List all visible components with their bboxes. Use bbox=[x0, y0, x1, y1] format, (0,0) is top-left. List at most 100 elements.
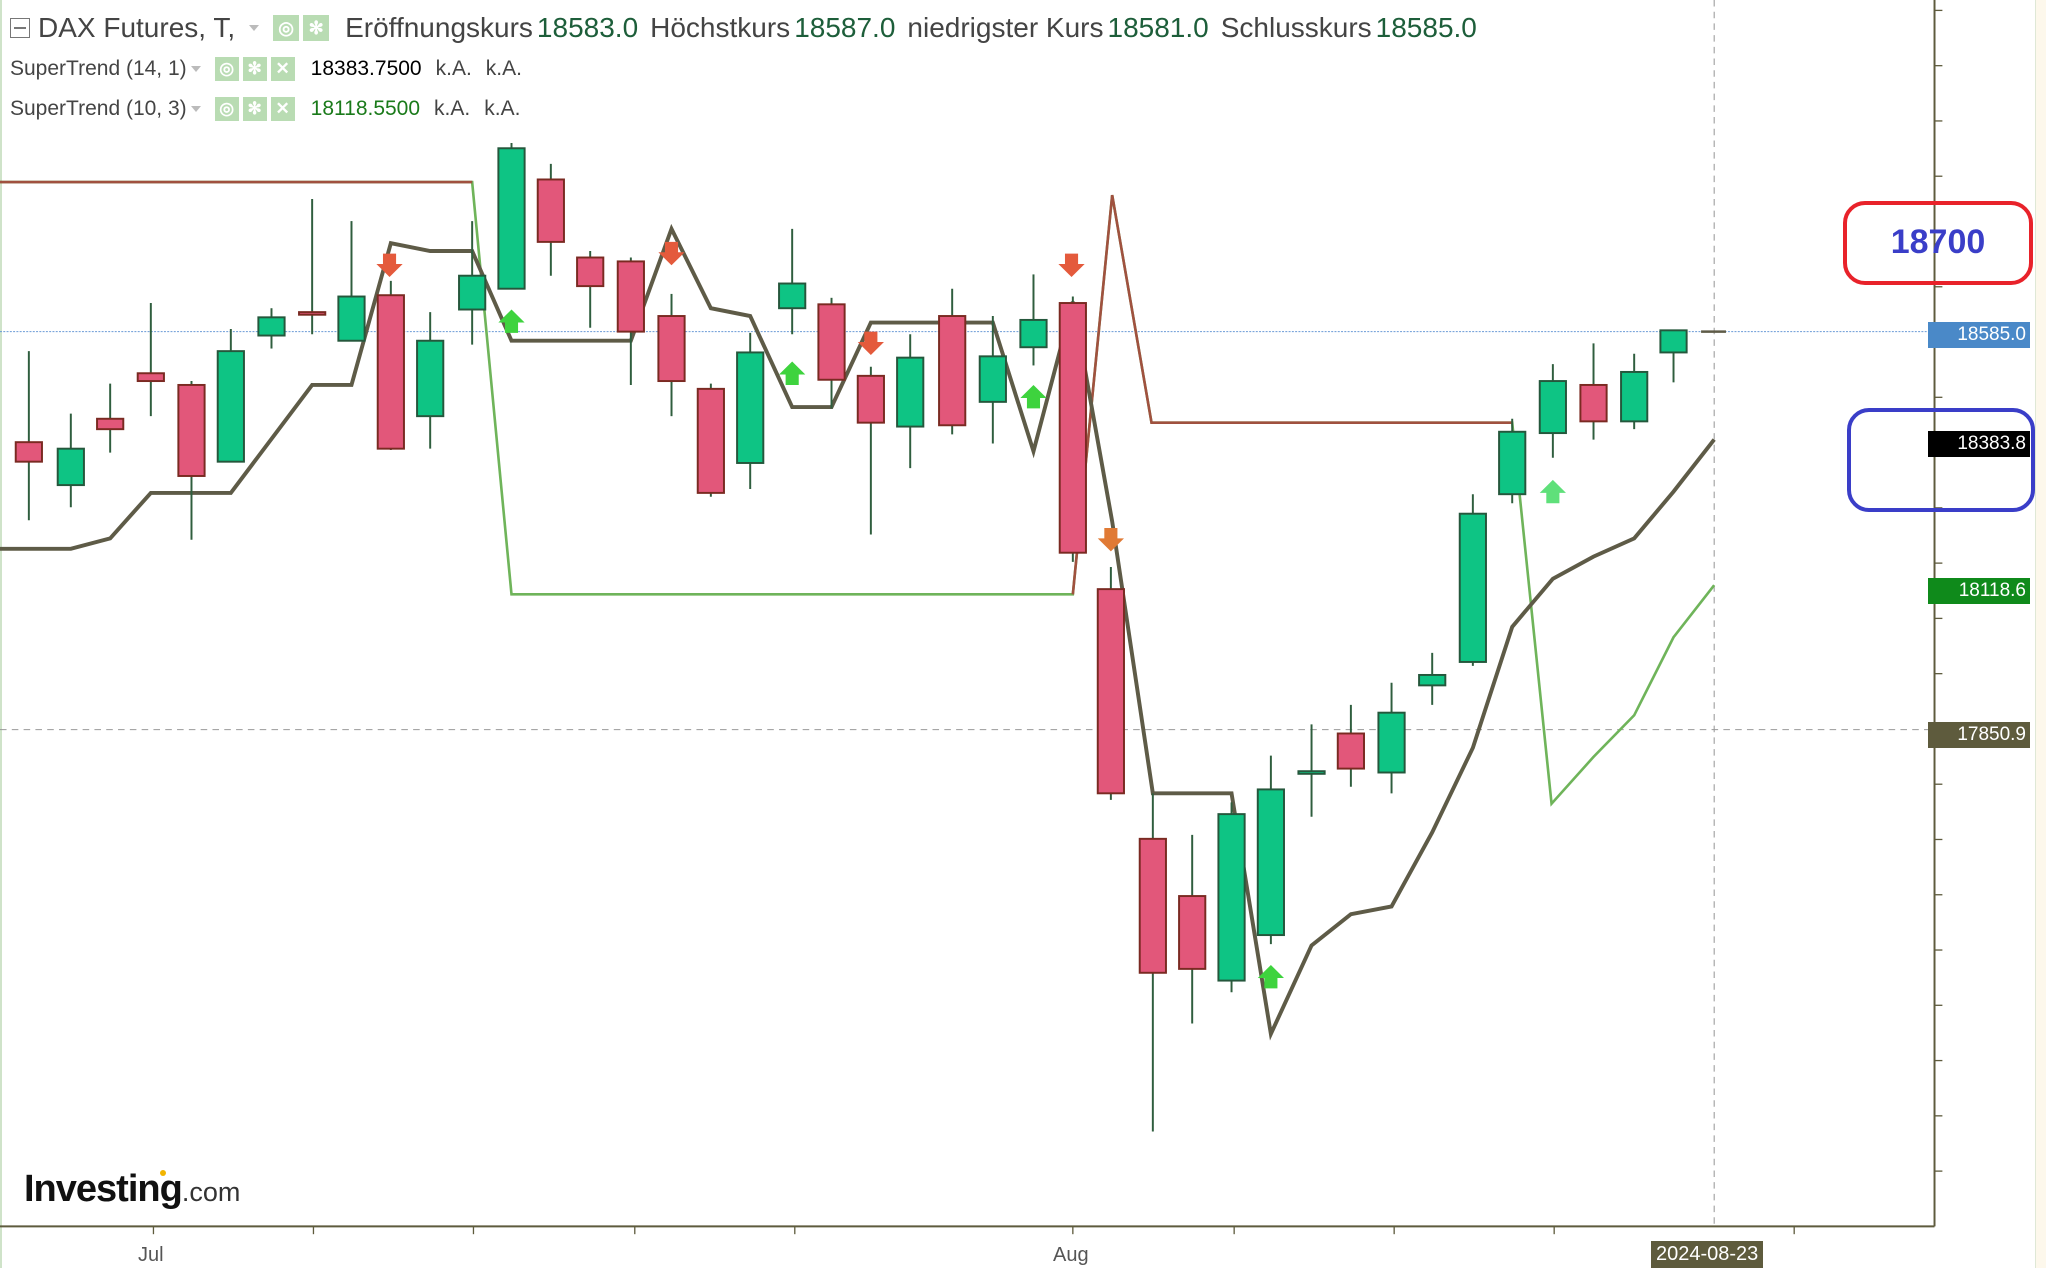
bearish-candle bbox=[856, 366, 885, 535]
supertrend-annotation-box bbox=[1847, 408, 2035, 512]
target-annotation-text: 18700 bbox=[1890, 223, 1986, 261]
candles bbox=[14, 143, 1688, 1132]
gear-icon[interactable]: ✻ bbox=[242, 57, 267, 81]
bullish-candle bbox=[1659, 329, 1688, 383]
bullish-candle bbox=[1217, 802, 1246, 993]
bearish-candle bbox=[1336, 704, 1365, 787]
bearish-candle bbox=[657, 293, 686, 417]
bearish-candle bbox=[136, 303, 165, 417]
x-axis-label-aug: Aug bbox=[1053, 1244, 1089, 1266]
last-price-label: 18585.0 bbox=[1928, 322, 2030, 348]
close-label: Schlusskurs bbox=[1220, 12, 1372, 43]
low-label: niedrigster Kurs bbox=[907, 12, 1104, 43]
indicator-value: 18118.5500 bbox=[310, 97, 421, 120]
supertrend-14-price-label: 18383.8 bbox=[1928, 431, 2030, 457]
bullish-candle bbox=[1458, 494, 1487, 666]
right-edge-strip bbox=[2035, 0, 2046, 1268]
bullish-candle bbox=[1377, 682, 1406, 794]
bullish-candle bbox=[1019, 274, 1048, 366]
sell-arrow-icon bbox=[857, 331, 884, 356]
chevron-down-icon[interactable] bbox=[190, 66, 201, 72]
logo-main: Investing bbox=[24, 1168, 183, 1210]
logo-suffix: .com bbox=[181, 1177, 241, 1207]
bearish-candle bbox=[376, 280, 405, 450]
indicator-value-3: k.A. bbox=[485, 57, 522, 80]
buy-arrow-icon bbox=[779, 361, 806, 385]
bullish-candle bbox=[736, 332, 765, 489]
bullish-candle bbox=[1620, 353, 1649, 430]
bearish-candle bbox=[536, 163, 565, 276]
crosshair-price-label: 17850.9 bbox=[1928, 722, 2030, 748]
x-axis-label-jul: Jul bbox=[138, 1244, 164, 1266]
sell-arrow-icon bbox=[1058, 253, 1085, 278]
supertrend-10-3-down-segment-2 bbox=[1071, 194, 1513, 595]
bullish-candle bbox=[1418, 652, 1447, 705]
bullish-candle bbox=[337, 221, 366, 342]
open-value: 18583.0 bbox=[536, 12, 639, 43]
indicator-name: SuperTrend (14, 1) bbox=[10, 57, 187, 80]
close-icon[interactable]: ✕ bbox=[270, 57, 295, 81]
bullish-candle bbox=[497, 143, 526, 290]
chevron-down-icon[interactable] bbox=[249, 25, 260, 31]
bullish-candle bbox=[896, 334, 925, 469]
bullish-candle bbox=[1256, 755, 1285, 945]
open-label: Eröffnungskurs bbox=[345, 12, 533, 43]
bearish-candle bbox=[1178, 834, 1207, 1024]
high-label: Höchstkurs bbox=[650, 12, 791, 43]
bullish-candle bbox=[257, 308, 286, 349]
bearish-candle bbox=[1138, 793, 1167, 1132]
axes bbox=[0, 0, 1943, 1235]
close-icon[interactable]: ✕ bbox=[270, 97, 295, 121]
gear-icon[interactable]: ✻ bbox=[242, 97, 267, 121]
bullish-candle bbox=[778, 228, 807, 335]
bearish-candle bbox=[177, 381, 206, 540]
indicator-value-2: k.A. bbox=[434, 97, 471, 120]
indicator-row-supertrend-14-1: SuperTrend (14, 1) ◎ ✻ ✕ 18383.7500 k.A.… bbox=[10, 50, 1477, 88]
buy-arrow-icon bbox=[498, 309, 525, 333]
high-value: 18587.0 bbox=[794, 12, 896, 43]
gear-icon[interactable]: ✻ bbox=[303, 15, 330, 41]
indicator-name: SuperTrend (10, 3) bbox=[10, 97, 187, 120]
instrument-row: DAX Futures, T, ◎ ✻ Eröffnungskurs 18583.… bbox=[10, 8, 1477, 48]
instrument-title: DAX Futures, T, bbox=[38, 12, 236, 43]
investing-logo: Investing.com bbox=[24, 1168, 240, 1211]
bearish-candle bbox=[1579, 343, 1608, 440]
crosshair-date-label: 2024-08-23 bbox=[1651, 1241, 1764, 1268]
bearish-candle bbox=[696, 383, 725, 497]
sell-arrow-icon bbox=[376, 253, 403, 278]
bullish-candle bbox=[216, 329, 245, 463]
eye-icon[interactable]: ◎ bbox=[214, 97, 239, 121]
indicator-value: 18383.7500 bbox=[310, 57, 422, 80]
supertrend-14-1-line bbox=[0, 223, 1716, 1041]
bearish-candle bbox=[616, 257, 645, 385]
bullish-candle bbox=[458, 221, 487, 345]
supertrend-10-3-line bbox=[0, 180, 1716, 807]
bullish-candle bbox=[978, 316, 1007, 444]
eye-icon[interactable]: ◎ bbox=[273, 15, 300, 41]
signal-arrows bbox=[376, 241, 1566, 989]
bullish-candle bbox=[1538, 364, 1567, 458]
bearish-candle bbox=[1096, 567, 1125, 800]
bearish-candle bbox=[938, 288, 967, 435]
chart-legend: DAX Futures, T, ◎ ✻ Eröffnungskurs 18583.… bbox=[10, 8, 1477, 128]
bearish-candle bbox=[576, 250, 605, 328]
bearish-candle bbox=[1058, 296, 1087, 562]
indicator-value-2: k.A. bbox=[435, 57, 472, 80]
low-value: 18581.0 bbox=[1107, 12, 1209, 43]
logo-dot-icon bbox=[160, 1170, 166, 1176]
bullish-candle bbox=[416, 312, 445, 449]
sell-arrow-icon bbox=[1097, 528, 1124, 552]
collapse-icon[interactable] bbox=[10, 18, 30, 38]
bullish-candle bbox=[1297, 724, 1326, 817]
bearish-candle bbox=[96, 383, 125, 453]
bullish-candle bbox=[56, 413, 85, 508]
buy-arrow-icon bbox=[1020, 384, 1047, 409]
eye-icon[interactable]: ◎ bbox=[214, 57, 239, 81]
bearish-candle bbox=[14, 351, 43, 521]
buy-arrow-icon bbox=[1539, 479, 1566, 504]
sell-arrow-icon bbox=[658, 241, 685, 266]
chevron-down-icon[interactable] bbox=[190, 106, 201, 112]
bearish-candle bbox=[817, 297, 846, 409]
